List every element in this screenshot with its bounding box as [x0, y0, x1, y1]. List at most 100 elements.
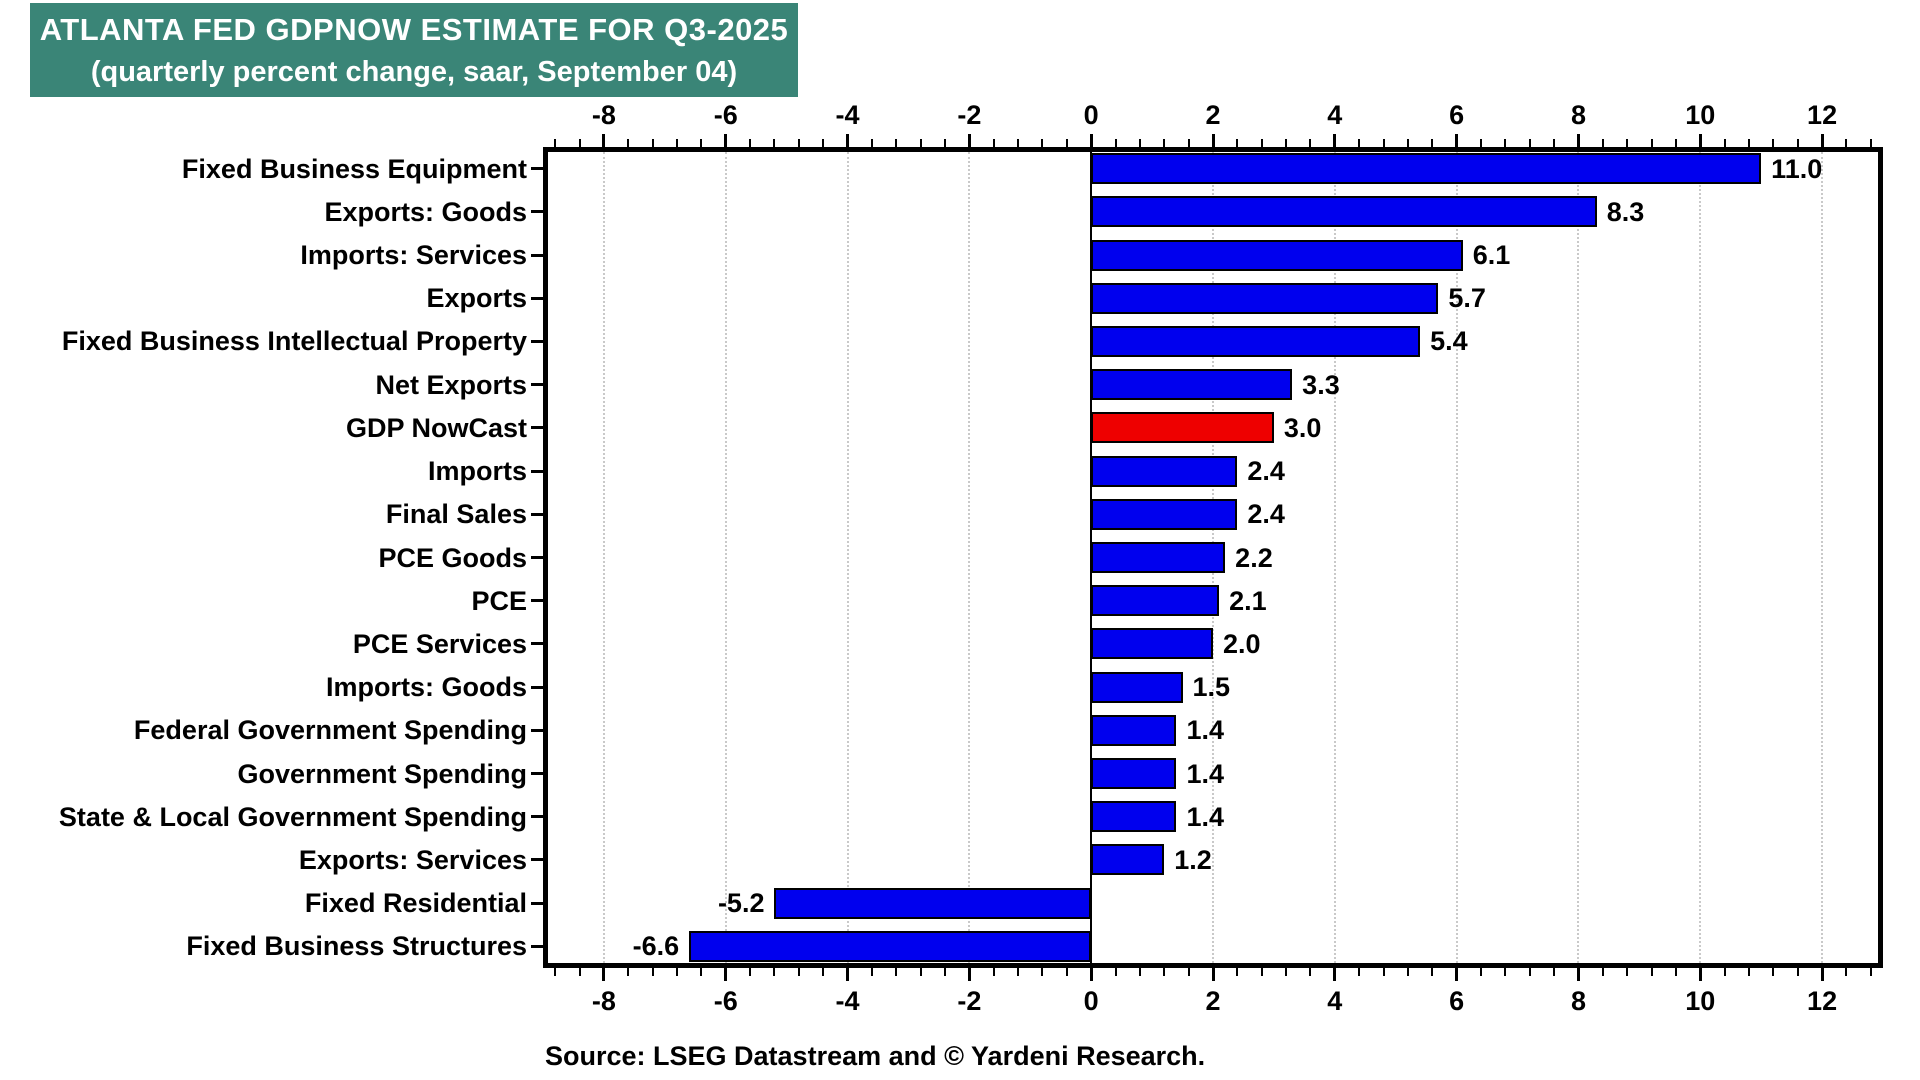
bar-value-label: 8.3: [1606, 196, 1645, 227]
bar: [1091, 628, 1213, 660]
x-axis-minor-tick-top: [1650, 139, 1653, 147]
x-axis-major-tick-bottom: [1455, 968, 1459, 981]
x-axis-minor-tick-bottom: [1260, 968, 1263, 976]
bar-value-label: 2.2: [1235, 542, 1273, 573]
x-axis-major-tick-top: [967, 134, 971, 147]
category-tick: [531, 901, 543, 905]
x-axis-label-bottom: 10: [1685, 986, 1716, 1016]
x-axis-minor-tick-bottom: [992, 968, 995, 976]
x-axis-minor-tick-bottom: [1504, 968, 1507, 976]
bar-value-label: -6.6: [632, 931, 680, 962]
x-axis-label-top: -8: [591, 100, 616, 130]
bar-value-label: 5.4: [1430, 326, 1468, 357]
x-axis-minor-tick-bottom: [919, 968, 922, 976]
x-axis-minor-tick-top: [1869, 139, 1872, 147]
bar: [1091, 325, 1421, 357]
x-axis-minor-tick-bottom: [773, 968, 776, 976]
x-axis-major-tick-top: [1576, 134, 1580, 147]
category-tick: [531, 339, 543, 343]
gridline: [1333, 152, 1336, 963]
bar: [774, 887, 1092, 919]
x-axis-label-top: -2: [957, 100, 982, 130]
bar-value-label: 1.2: [1174, 844, 1212, 875]
x-axis-minor-tick-bottom: [822, 968, 825, 976]
category-tick: [531, 642, 543, 646]
category-label: Imports: Goods: [326, 672, 527, 703]
x-axis-minor-tick-top: [1845, 139, 1848, 147]
x-axis-minor-tick-bottom: [1869, 968, 1872, 976]
category-label: Fixed Business Intellectual Property: [61, 326, 527, 357]
gridline: [1699, 152, 1702, 963]
x-axis-minor-tick-bottom: [651, 968, 654, 976]
gridline: [602, 152, 605, 963]
bar-value-label: 3.0: [1283, 412, 1322, 443]
chart-title: ATLANTA FED GDPNOW ESTIMATE FOR Q3-2025: [39, 12, 789, 47]
x-axis-major-tick-bottom: [967, 968, 971, 981]
x-axis-major-tick-top: [1211, 134, 1215, 147]
bar-value-label: 11.0: [1771, 153, 1823, 184]
category-tick: [531, 253, 543, 257]
bar: [1091, 282, 1439, 314]
category-tick: [531, 512, 543, 516]
x-axis-minor-tick-bottom: [797, 968, 800, 976]
x-axis-minor-tick-top: [651, 139, 654, 147]
x-axis-label-bottom: 8: [1570, 986, 1586, 1016]
category-label: State & Local Government Spending: [58, 801, 527, 832]
category-tick: [531, 728, 543, 732]
x-axis-minor-tick-bottom: [870, 968, 873, 976]
x-axis-minor-tick-top: [1041, 139, 1044, 147]
x-axis-minor-tick-top: [1528, 139, 1531, 147]
x-axis-minor-tick-top: [1553, 139, 1556, 147]
x-axis-label-bottom: -4: [835, 986, 860, 1016]
source-note: Source: LSEG Datastream and © Yardeni Re…: [545, 1041, 1206, 1071]
x-axis-minor-tick-top: [554, 139, 557, 147]
x-axis-minor-tick-top: [1748, 139, 1750, 147]
x-axis-minor-tick-bottom: [1431, 968, 1434, 976]
x-axis-minor-tick-bottom: [1528, 968, 1531, 976]
x-axis-minor-tick-bottom: [1358, 968, 1361, 976]
gridline: [1821, 152, 1824, 963]
bar-value-label: 1.4: [1186, 801, 1224, 832]
gridline: [724, 152, 727, 963]
category-label: Government Spending: [237, 758, 527, 789]
bar-value-label: 1.4: [1186, 758, 1224, 789]
bar: [1091, 455, 1238, 487]
x-axis-minor-tick-bottom: [1553, 968, 1556, 976]
category-label: Federal Government Spending: [133, 715, 527, 746]
gridline: [968, 152, 971, 963]
x-axis-major-tick-bottom: [1698, 968, 1702, 981]
category-tick: [531, 815, 543, 819]
bar-value-label: 5.7: [1448, 283, 1486, 314]
bar: [1091, 585, 1220, 617]
x-axis-minor-tick-top: [1480, 139, 1482, 147]
x-axis-minor-tick-bottom: [1601, 968, 1604, 976]
x-axis-minor-tick-bottom: [1845, 968, 1848, 976]
x-axis-major-tick-top: [1820, 134, 1824, 147]
x-axis-minor-tick-top: [1260, 139, 1263, 147]
category-tick: [531, 556, 543, 559]
x-axis-major-tick-bottom: [1820, 968, 1824, 981]
x-axis-minor-tick-bottom: [578, 968, 581, 976]
x-axis-minor-tick-top: [1187, 139, 1190, 147]
bar: [689, 930, 1092, 962]
x-axis-label-top: 10: [1685, 100, 1716, 130]
x-axis-minor-tick-top: [1358, 139, 1361, 147]
chart-title-banner: ATLANTA FED GDPNOW ESTIMATE FOR Q3-2025 …: [30, 3, 798, 97]
category-tick: [531, 296, 543, 300]
x-axis-minor-tick-bottom: [1017, 968, 1020, 976]
x-axis-minor-tick-top: [1504, 139, 1507, 147]
x-axis-major-tick-top: [724, 134, 728, 147]
x-axis-minor-tick-top: [870, 139, 873, 147]
category-tick: [531, 210, 543, 214]
x-axis-minor-tick-top: [992, 139, 995, 147]
bar: [1091, 758, 1177, 790]
x-axis-minor-tick-top: [1626, 139, 1629, 147]
x-axis-minor-tick-top: [1796, 139, 1799, 147]
x-axis-major-tick-bottom: [846, 968, 850, 981]
x-axis-minor-tick-top: [1065, 139, 1068, 147]
x-axis-minor-tick-top: [700, 139, 703, 147]
x-axis-label-bottom: -8: [591, 986, 616, 1016]
x-axis-minor-tick-top: [919, 139, 922, 147]
x-axis-minor-tick-top: [1309, 139, 1312, 147]
bar: [1091, 542, 1226, 573]
